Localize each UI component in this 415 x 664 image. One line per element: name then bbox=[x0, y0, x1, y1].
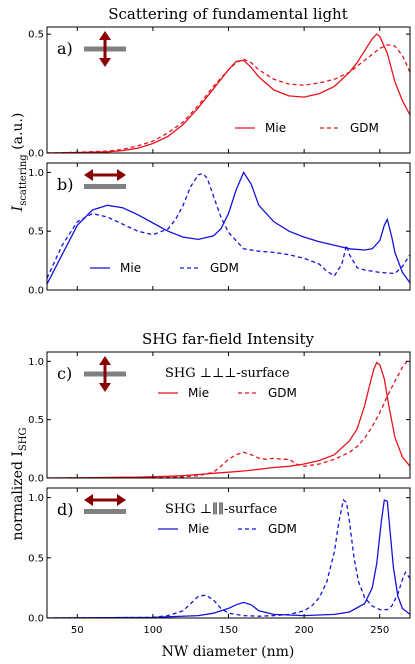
panel-b: 0.0 0.5 1.0 b) Mie GDM bbox=[28, 162, 411, 297]
x-axis-label: NW diameter (nm) bbox=[162, 644, 295, 660]
y-tick-label: 0.0 bbox=[28, 286, 44, 297]
x-tick-label: 150 bbox=[219, 625, 238, 636]
y-axis-label-scattering-main: I bbox=[10, 205, 26, 212]
legend-label-gdm: GDM bbox=[350, 121, 379, 135]
panel-c: 0.0 0.5 1.0 c) SHG ⊥⊥⊥-surface Mie GDM bbox=[28, 351, 411, 485]
series-line-mie bbox=[47, 361, 410, 478]
y-axis-label-scattering-sub: scattering bbox=[18, 154, 29, 206]
y-axis-label-shg: normalized ISHG bbox=[10, 428, 29, 541]
legend-label-mie: Mie bbox=[188, 522, 209, 536]
y-tick-label: 0.5 bbox=[28, 227, 44, 238]
series-line-gdm bbox=[47, 360, 408, 478]
x-tick-label: 50 bbox=[71, 625, 84, 636]
horizontal-arrow-icon bbox=[84, 169, 126, 189]
panel-label: d) bbox=[57, 500, 73, 519]
y-axis-label-scattering: Iscattering (a.u.) bbox=[10, 113, 29, 213]
horizontal-arrow-icon bbox=[84, 494, 126, 514]
legend-label-gdm: GDM bbox=[268, 522, 297, 536]
y-axis-label-shg-sub: SHG bbox=[18, 428, 29, 452]
panel-label: a) bbox=[57, 39, 73, 58]
vertical-arrow-icon bbox=[84, 31, 126, 67]
legend-label-gdm: GDM bbox=[268, 386, 297, 400]
vertical-arrow-icon bbox=[84, 356, 126, 392]
x-tick-label: 200 bbox=[295, 625, 314, 636]
panel-d: 50 100 150 200 250 0.0 0.5 1.0 d) SHG ⊥∥∥-surface… bbox=[28, 487, 411, 636]
y-axis-label-shg-main: normalized I bbox=[10, 451, 26, 540]
legend-label-mie: Mie bbox=[120, 261, 141, 275]
panel-annotation: SHG ⊥∥∥-surface bbox=[165, 502, 277, 517]
section-title-scattering: Scattering of fundamental light bbox=[108, 5, 348, 23]
y-tick-label: 0.0 bbox=[28, 614, 44, 625]
y-tick-label: 0.0 bbox=[28, 474, 44, 485]
panel-annotation: SHG ⊥⊥⊥-surface bbox=[165, 366, 290, 381]
y-tick-label: 0.0 bbox=[28, 149, 44, 160]
series-line-mie bbox=[47, 33, 410, 153]
y-tick-label: 1.0 bbox=[28, 493, 44, 504]
x-tick-label: 100 bbox=[143, 625, 162, 636]
series-line-mie bbox=[47, 171, 410, 285]
series-line-gdm bbox=[47, 44, 410, 153]
panel-label: c) bbox=[57, 364, 72, 383]
y-axis-label-scattering-unit: (a.u.) bbox=[10, 113, 26, 155]
legend-label-mie: Mie bbox=[265, 121, 286, 135]
y-tick-label: 0.5 bbox=[28, 30, 44, 41]
x-tick-label: 250 bbox=[370, 625, 389, 636]
y-tick-label: 1.0 bbox=[28, 168, 44, 179]
legend-label-gdm: GDM bbox=[210, 261, 239, 275]
panel-label: b) bbox=[57, 175, 73, 194]
series-line-gdm bbox=[47, 498, 410, 618]
panels: 0.0 0.5 a) Mie GDM 0.0 0.5 1.0 b) Mie GDM 0.0 0.5 1.0… bbox=[28, 26, 411, 636]
y-tick-label: 0.5 bbox=[28, 415, 44, 426]
y-tick-label: 1.0 bbox=[28, 357, 44, 368]
y-tick-label: 0.5 bbox=[28, 553, 44, 564]
legend-label-mie: Mie bbox=[188, 386, 209, 400]
section-title-shg: SHG far-field Intensity bbox=[142, 330, 315, 348]
panel-a: 0.0 0.5 a) Mie GDM bbox=[28, 26, 411, 160]
series-line-mie bbox=[47, 499, 410, 618]
